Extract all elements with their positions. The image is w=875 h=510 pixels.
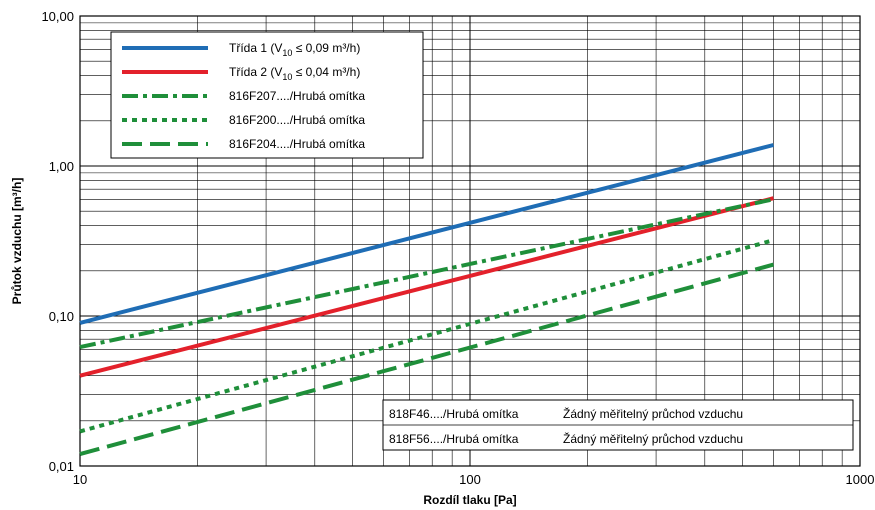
series-line-5 (79, 262, 775, 457)
legend-label-4: 816F200..../Hrubá omítka (229, 113, 365, 127)
legend-label-1: Třída 1 (V10 ≤ 0,09 m³/h) (229, 41, 360, 58)
legend-label-5: 816F204..../Hrubá omítka (229, 137, 365, 151)
series-line-1 (79, 143, 774, 325)
legend-label-2: Třída 2 (V10 ≤ 0,04 m³/h) (229, 65, 360, 82)
series-line-2 (79, 196, 774, 378)
note-product-1: 818F46..../Hrubá omítka (389, 407, 519, 421)
plot-frame (79, 15, 861, 467)
tick-labels: 10 100 1000 0,01 0,10 1,00 10,00 (41, 9, 874, 487)
note-text-2: Žádný měřitelný průchod vzduchu (563, 431, 743, 446)
series-line-3 (79, 197, 774, 350)
y-tick-label: 10,00 (41, 9, 74, 24)
note-product-2: 818F56..../Hrubá omítka (389, 432, 519, 446)
legend: Třída 1 (V10 ≤ 0,09 m³/h) Třída 2 (V10 ≤ … (110, 31, 424, 159)
y-tick-label: 1,00 (49, 159, 74, 174)
y-tick-label: 0,01 (49, 459, 74, 474)
x-tick-label: 1000 (846, 472, 875, 487)
x-tick-label: 100 (459, 472, 481, 487)
legend-label-3: 816F207..../Hrubá omítka (229, 89, 365, 103)
x-tick-label: 10 (73, 472, 87, 487)
notes-box: 818F46..../Hrubá omítka Žádný měřitelný … (382, 399, 854, 451)
x-axis-title: Rozdíl tlaku [Pa] (423, 493, 516, 507)
y-tick-label: 0,10 (49, 309, 74, 324)
note-text-1: Žádný měřitelný průchod vzduchu (563, 406, 743, 421)
y-axis-title: Průtok vzduchu [m³/h] (10, 178, 24, 305)
series-lines (79, 143, 775, 457)
